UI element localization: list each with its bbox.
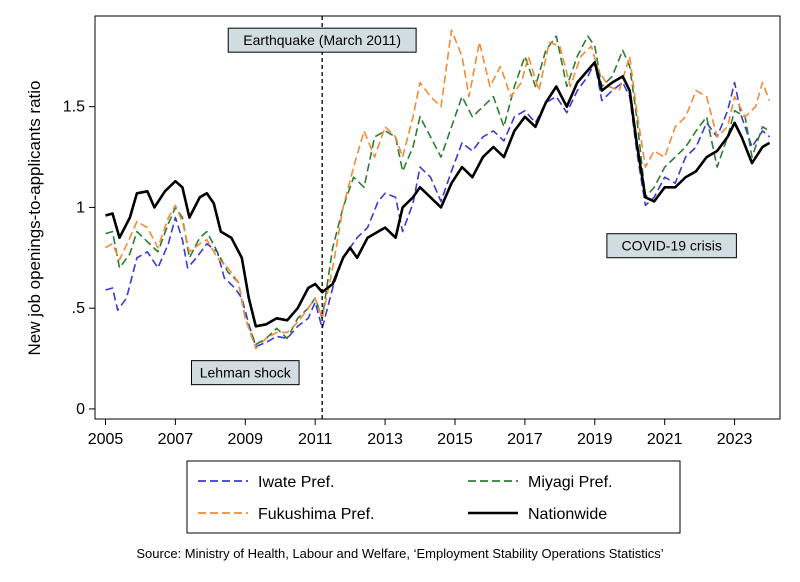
x-tick-label: 2019 (577, 431, 613, 448)
legend-label-fukushima: Fukushima Pref. (258, 506, 374, 523)
legend-box (186, 460, 681, 534)
x-tick-label: 2023 (717, 431, 753, 448)
y-axis: 0 .5 1 1.5 (63, 99, 95, 418)
y-tick-label: .5 (72, 300, 85, 317)
series-layer (105, 29, 771, 350)
series-line-fukushima-pref (105, 29, 771, 350)
x-tick-label: 2011 (298, 431, 333, 448)
x-tick-label: 2005 (88, 431, 124, 448)
annotation-box-earthquake (227, 27, 417, 53)
x-tick-label: 2007 (158, 431, 194, 448)
y-axis-title: New job openings-to-applicants ratio (25, 81, 44, 356)
annotation-box-lehman (190, 360, 300, 386)
x-tick-label: 2017 (507, 431, 543, 448)
y-tick-label: 1.5 (63, 99, 85, 116)
annotation-covid: COVID-19 crisis (621, 238, 721, 254)
x-tick-label: 2009 (227, 431, 263, 448)
legend: Iwate Pref. Miyagi Pref. Fukushima Pref.… (186, 460, 681, 534)
legend-label-nationwide: Nationwide (528, 506, 607, 523)
x-tick-label: 2015 (437, 431, 473, 448)
annotation-layer: Earthquake (March 2011) Lehman shock COVID… (190, 27, 737, 386)
series-line-nationwide (105, 61, 771, 328)
x-tick-label: 2021 (647, 431, 683, 448)
legend-label-iwate: Iwate Pref. (258, 474, 334, 491)
plot-area (94, 15, 781, 420)
series-line-miyagi-pref (105, 35, 770, 346)
annotation-lehman: Lehman shock (200, 365, 292, 381)
x-axis: 2005 2007 2009 2011 2013 2015 2017 2019 2021 2023 (88, 419, 753, 448)
y-tick-label: 0 (76, 401, 85, 418)
source-note: Source: Ministry of Health, Labour and W… (136, 546, 664, 561)
annotation-earthquake: Earthquake (March 2011) (243, 32, 401, 48)
legend-label-miyagi: Miyagi Pref. (528, 474, 612, 491)
y-tick-label: 1 (76, 199, 85, 216)
series-line-iwate-pref (105, 61, 771, 348)
x-tick-label: 2013 (367, 431, 403, 448)
annotation-box-covid (606, 233, 737, 259)
